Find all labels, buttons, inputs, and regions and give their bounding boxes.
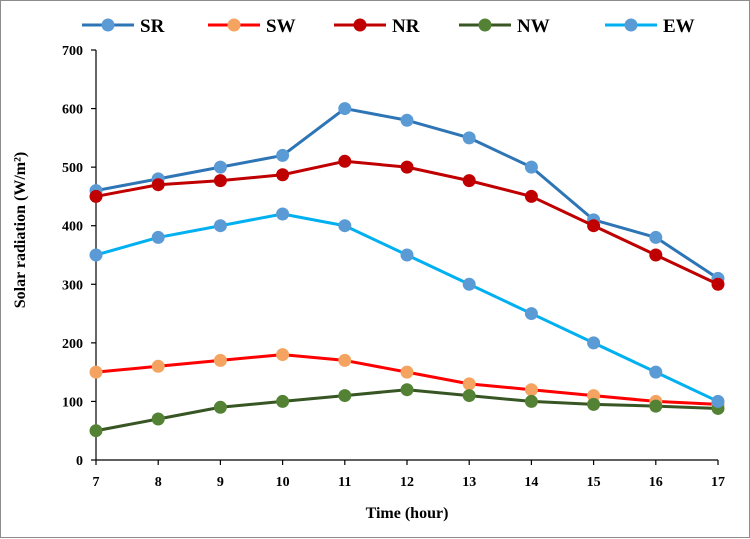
data-point <box>524 394 538 408</box>
data-point <box>89 248 103 262</box>
data-point <box>400 365 414 379</box>
data-point <box>649 365 663 379</box>
x-tick-label: 11 <box>338 475 351 490</box>
x-tick-label: 17 <box>711 475 725 490</box>
data-point <box>524 189 538 203</box>
data-point <box>151 178 165 192</box>
y-tick-label: 300 <box>62 278 83 293</box>
data-point <box>338 219 352 233</box>
legend-label: SW <box>266 16 296 37</box>
x-axis-title: Time (hour) <box>366 505 449 522</box>
y-tick-label: 0 <box>76 454 83 469</box>
legend-item-ew: EW <box>605 16 695 37</box>
data-point <box>400 160 414 174</box>
legend-swatch-marker <box>478 18 492 32</box>
data-point <box>649 248 663 262</box>
data-point <box>276 148 290 162</box>
data-point <box>338 102 352 116</box>
data-point <box>649 399 663 413</box>
data-point <box>213 174 227 188</box>
data-point <box>151 412 165 426</box>
data-point <box>213 400 227 414</box>
data-point <box>89 365 103 379</box>
legend-swatch-marker <box>624 18 638 32</box>
legend-label: EW <box>663 16 695 37</box>
series-ew <box>89 207 725 408</box>
legend: SR SW NR NW EW <box>82 16 695 37</box>
x-tick-label: 9 <box>217 475 224 490</box>
data-point <box>89 189 103 203</box>
data-point <box>338 389 352 403</box>
data-point <box>338 154 352 168</box>
series-layer <box>89 102 725 438</box>
data-point <box>276 207 290 221</box>
data-point <box>462 131 476 145</box>
data-point <box>400 248 414 262</box>
y-tick-label: 600 <box>62 103 83 118</box>
data-point <box>524 383 538 397</box>
x-tick-label: 15 <box>587 475 601 490</box>
legend-label: NR <box>392 16 420 37</box>
data-point <box>276 168 290 182</box>
data-point <box>462 389 476 403</box>
x-tick-label: 8 <box>155 475 162 490</box>
data-point <box>213 353 227 367</box>
data-point <box>213 160 227 174</box>
data-point <box>400 383 414 397</box>
x-tick-label: 14 <box>524 475 538 490</box>
y-axis-title: Solar radiation (W/m²) <box>12 152 29 309</box>
data-point <box>462 377 476 391</box>
y-tick-label: 400 <box>62 220 83 235</box>
data-point <box>213 219 227 233</box>
legend-label: SR <box>140 16 165 37</box>
legend-label: NW <box>517 16 550 37</box>
data-point <box>711 394 725 408</box>
series-line <box>95 159 719 286</box>
data-point <box>462 277 476 291</box>
y-tick-label: 200 <box>62 337 83 352</box>
series-nr <box>89 154 725 291</box>
data-point <box>711 277 725 291</box>
y-tick-label: 700 <box>62 44 83 59</box>
data-point <box>524 160 538 174</box>
data-point <box>462 174 476 188</box>
x-tick-label: 12 <box>400 475 414 490</box>
data-point <box>276 394 290 408</box>
data-point <box>400 113 414 127</box>
data-point <box>524 307 538 321</box>
legend-swatch-marker <box>101 18 115 32</box>
data-point <box>276 348 290 362</box>
data-point <box>587 336 601 350</box>
x-tick-label: 7 <box>93 475 100 490</box>
legend-item-sr: SR <box>82 16 165 37</box>
x-tick-label: 10 <box>276 475 290 490</box>
data-point <box>587 219 601 233</box>
series-line <box>95 353 719 406</box>
series-sw <box>89 348 725 411</box>
y-tick-label: 100 <box>62 395 83 410</box>
x-tick-label: 13 <box>462 475 476 490</box>
series-nw <box>89 383 725 438</box>
y-tick-label: 500 <box>62 161 83 176</box>
data-point <box>338 353 352 367</box>
data-point <box>151 230 165 244</box>
data-point <box>587 397 601 411</box>
data-point <box>151 359 165 373</box>
legend-item-nw: NW <box>459 16 550 37</box>
data-point <box>89 424 103 438</box>
legend-swatch-marker <box>227 18 241 32</box>
x-tick-label: 16 <box>649 475 663 490</box>
data-point <box>649 230 663 244</box>
legend-item-sw: SW <box>208 16 296 37</box>
legend-swatch-marker <box>353 18 367 32</box>
legend-item-nr: NR <box>334 16 420 37</box>
